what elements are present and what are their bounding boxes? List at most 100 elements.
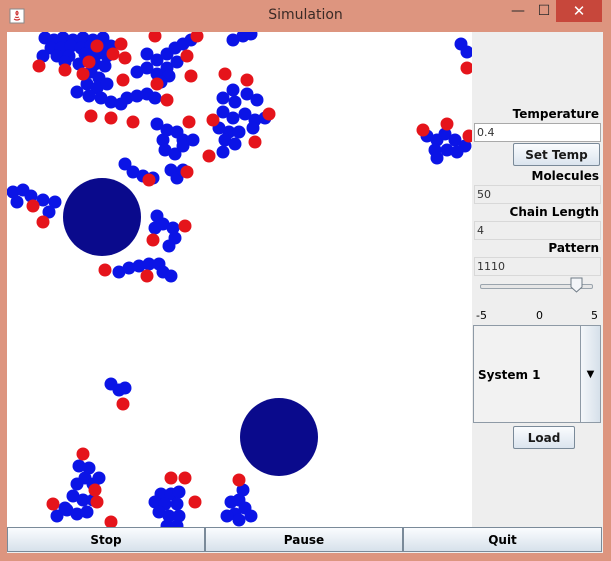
- monomer-blue: [228, 137, 242, 151]
- monomer-blue: [80, 505, 94, 519]
- monomer-blue: [130, 65, 144, 79]
- monomer-red: [26, 199, 40, 213]
- monomer-blue: [160, 519, 174, 527]
- monomer-blue: [450, 145, 464, 159]
- monomer-blue: [122, 261, 136, 275]
- monomer-red: [90, 495, 104, 509]
- monomer-blue: [118, 381, 132, 395]
- monomer-blue: [56, 32, 70, 45]
- monomer-blue: [104, 95, 118, 109]
- monomer-blue: [76, 493, 90, 507]
- molecules-label: Molecules: [531, 169, 600, 183]
- monomer-blue: [240, 87, 254, 101]
- monomer-blue: [232, 513, 246, 527]
- slider-mid-label: 0: [536, 309, 543, 322]
- monomer-red: [116, 397, 130, 411]
- monomer-red: [178, 471, 192, 485]
- monomer-red: [462, 129, 472, 143]
- load-button[interactable]: Load: [513, 426, 575, 449]
- monomer-blue: [448, 133, 462, 147]
- monomer-blue: [162, 509, 176, 523]
- monomer-blue: [148, 91, 162, 105]
- monomer-red: [116, 73, 130, 87]
- chevron-down-icon[interactable]: ▼: [580, 326, 600, 422]
- monomer-blue: [72, 459, 86, 473]
- monomer-blue: [236, 483, 250, 497]
- monomer-red: [206, 113, 220, 127]
- monomer-red: [240, 73, 254, 87]
- monomer-blue: [232, 125, 246, 139]
- monomer-blue: [168, 147, 182, 161]
- monomer-blue: [150, 53, 164, 67]
- molecules-field[interactable]: 50: [474, 185, 601, 204]
- monomer-blue: [98, 59, 112, 73]
- monomer-red: [460, 61, 472, 75]
- monomer-red: [262, 107, 276, 121]
- monomer-red: [188, 495, 202, 509]
- monomer-blue: [66, 489, 80, 503]
- monomer-blue: [440, 143, 454, 157]
- monomer-blue: [36, 193, 50, 207]
- pause-button[interactable]: Pause: [205, 527, 403, 552]
- simulation-canvas[interactable]: [7, 32, 472, 527]
- monomer-blue: [170, 55, 184, 69]
- set-temp-button[interactable]: Set Temp: [513, 143, 600, 166]
- monomer-blue: [244, 509, 258, 523]
- pattern-field[interactable]: 1110: [474, 257, 601, 276]
- monomer-red: [46, 497, 60, 511]
- stop-button[interactable]: Stop: [7, 527, 205, 552]
- monomer-blue: [216, 91, 230, 105]
- temperature-input[interactable]: 0.4: [474, 123, 601, 142]
- monomer-blue: [250, 93, 264, 107]
- monomer-blue: [72, 57, 86, 71]
- monomer-red: [126, 115, 140, 129]
- quit-button[interactable]: Quit: [403, 527, 602, 552]
- maximize-icon[interactable]: ☐: [537, 3, 551, 19]
- monomer-blue: [238, 107, 252, 121]
- chain-length-label: Chain Length: [509, 205, 599, 219]
- chain-length-field[interactable]: 4: [474, 221, 601, 240]
- slider-max-label: 5: [591, 309, 598, 322]
- monomer-red: [416, 123, 430, 137]
- monomer-red: [184, 69, 198, 83]
- monomer-blue: [90, 81, 104, 95]
- slider-min-label: -5: [476, 309, 487, 322]
- monomer-blue: [166, 221, 180, 235]
- monomer-blue: [58, 501, 72, 515]
- monomer-blue: [82, 89, 96, 103]
- monomer-blue: [10, 195, 24, 209]
- monomer-blue: [246, 121, 260, 135]
- system-select[interactable]: System 1 ▼: [473, 325, 601, 423]
- monomer-blue: [170, 497, 184, 511]
- monomer-blue: [120, 91, 134, 105]
- monomer-red: [140, 269, 154, 283]
- monomer-blue: [7, 185, 20, 199]
- molecule-scene: [7, 32, 472, 527]
- monomer-blue: [130, 89, 144, 103]
- monomer-blue: [430, 151, 444, 165]
- monomer-blue: [140, 61, 154, 75]
- slider-thumb[interactable]: [570, 277, 583, 293]
- monomer-blue: [64, 39, 78, 53]
- monomer-blue: [70, 85, 84, 99]
- monomer-blue: [112, 265, 126, 279]
- close-icon[interactable]: ✕: [556, 0, 602, 22]
- monomer-red: [248, 135, 262, 149]
- minimize-icon[interactable]: —: [511, 3, 525, 19]
- monomer-blue: [50, 509, 64, 523]
- monomer-blue: [70, 477, 84, 491]
- monomer-blue: [216, 105, 230, 119]
- monomer-red: [58, 63, 72, 77]
- monomer-red: [160, 93, 174, 107]
- monomer-blue: [244, 32, 258, 41]
- monomer-red: [146, 233, 160, 247]
- monomer-blue: [226, 83, 240, 97]
- monomer-blue: [226, 33, 240, 47]
- slider-tick-labels: -5 0 5: [474, 309, 601, 323]
- title-bar[interactable]: Simulation — ☐ ✕: [0, 0, 611, 32]
- monomer-blue: [92, 471, 106, 485]
- temperature-slider-track[interactable]: [480, 284, 593, 289]
- monomer-blue: [162, 239, 176, 253]
- monomer-red: [84, 109, 98, 123]
